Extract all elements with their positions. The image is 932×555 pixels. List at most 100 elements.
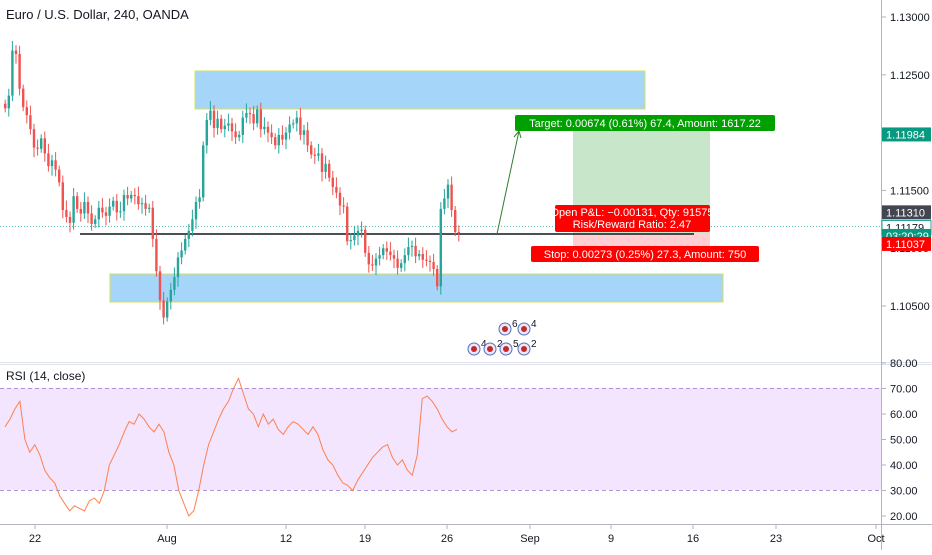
candle[interactable] — [360, 221, 363, 238]
candle[interactable] — [457, 225, 460, 242]
candle[interactable] — [299, 107, 302, 141]
candle[interactable] — [234, 123, 237, 145]
economic-event-icon[interactable]: 4 — [467, 339, 487, 356]
candle[interactable] — [302, 124, 306, 145]
candle[interactable] — [187, 224, 190, 248]
candle[interactable] — [313, 147, 316, 164]
candle[interactable] — [191, 209, 194, 237]
candle[interactable] — [61, 175, 64, 219]
candle[interactable] — [432, 253, 435, 276]
candle[interactable] — [284, 127, 288, 150]
candle[interactable] — [392, 249, 396, 269]
rsi-pane[interactable]: RSI (14, close) — [0, 369, 881, 517]
economic-event-icon[interactable]: 4 — [517, 319, 537, 336]
candle[interactable] — [364, 225, 367, 257]
candle[interactable] — [248, 107, 252, 124]
candle[interactable] — [76, 192, 79, 213]
candle[interactable] — [353, 225, 356, 246]
candle[interactable] — [166, 297, 169, 322]
candle[interactable] — [54, 152, 57, 177]
candle[interactable] — [4, 99, 7, 113]
candle[interactable] — [230, 117, 234, 142]
candle[interactable] — [266, 121, 270, 143]
candle[interactable] — [180, 242, 183, 265]
candle[interactable] — [130, 190, 133, 203]
candle[interactable] — [169, 282, 172, 310]
rsi-axis[interactable]: 80.00 70.00 60.00 50.00 40.00 30.00 20.00 — [881, 358, 918, 523]
candle[interactable] — [58, 165, 61, 187]
candle[interactable] — [7, 88, 10, 117]
candle[interactable] — [252, 105, 255, 131]
candle[interactable] — [122, 189, 126, 221]
candle[interactable] — [356, 225, 360, 246]
target-label[interactable]: Target: 0.00674 (0.61%) 67.4, Amount: 16… — [515, 115, 775, 131]
candle[interactable] — [32, 123, 36, 158]
candle[interactable] — [317, 143, 320, 162]
candle[interactable] — [216, 110, 219, 135]
rsi-label[interactable]: RSI (14, close) — [6, 369, 85, 383]
candle[interactable] — [263, 117, 266, 135]
candle[interactable] — [83, 192, 86, 219]
candle[interactable] — [396, 250, 399, 275]
pnl-label[interactable]: Open P&L: −0.00131, Qty: 91575 Risk/Rewa… — [551, 205, 714, 232]
economic-event-icon[interactable]: 5 — [499, 339, 519, 356]
candle[interactable] — [227, 113, 230, 132]
candle[interactable] — [209, 101, 212, 126]
candle[interactable] — [256, 105, 259, 128]
candle[interactable] — [241, 110, 244, 144]
candle[interactable] — [173, 267, 176, 296]
candle[interactable] — [126, 186, 129, 206]
candle[interactable] — [338, 187, 342, 216]
candle[interactable] — [205, 113, 208, 154]
candlestick-series[interactable] — [4, 40, 460, 325]
candle[interactable] — [184, 234, 187, 255]
candle[interactable] — [22, 84, 25, 112]
candle[interactable] — [245, 103, 248, 124]
candle[interactable] — [25, 100, 28, 124]
candle[interactable] — [11, 40, 14, 102]
candle[interactable] — [220, 114, 223, 134]
symbol-legend[interactable]: Euro / U.S. Dollar, 240, OANDA — [6, 7, 189, 22]
candle[interactable] — [86, 196, 90, 224]
candle[interactable] — [382, 244, 385, 260]
candle[interactable] — [407, 237, 410, 261]
candle[interactable] — [306, 122, 309, 153]
rsi-line[interactable] — [4, 376, 458, 517]
time-axis[interactable]: 22 Aug 12 19 26 Sep 9 16 23 Oct — [29, 524, 885, 545]
candle[interactable] — [328, 159, 331, 182]
candle[interactable] — [115, 193, 118, 221]
candle[interactable] — [454, 206, 457, 237]
candle[interactable] — [133, 188, 136, 205]
candle[interactable] — [148, 203, 151, 213]
candle[interactable] — [112, 196, 115, 211]
candle[interactable] — [162, 292, 165, 325]
candle[interactable] — [151, 200, 154, 248]
candle[interactable] — [428, 255, 432, 272]
candle[interactable] — [418, 249, 421, 261]
stop-label[interactable]: Stop: 0.00273 (0.25%) 27.3, Amount: 750 — [531, 246, 759, 262]
candle[interactable] — [346, 202, 349, 246]
candle[interactable] — [443, 188, 446, 215]
candle[interactable] — [374, 253, 378, 276]
candle[interactable] — [36, 139, 39, 156]
candle[interactable] — [389, 242, 392, 261]
candle[interactable] — [439, 202, 442, 295]
candle[interactable] — [47, 143, 50, 172]
candle[interactable] — [140, 197, 144, 214]
candle[interactable] — [238, 130, 241, 142]
candle[interactable] — [295, 110, 298, 132]
candle[interactable] — [414, 237, 417, 264]
candle[interactable] — [194, 196, 198, 229]
candle[interactable] — [18, 45, 21, 96]
candle[interactable] — [101, 198, 104, 218]
candle[interactable] — [97, 200, 100, 228]
candle[interactable] — [400, 259, 403, 272]
economic-event-icon[interactable]: 2 — [517, 339, 537, 356]
candle[interactable] — [202, 141, 205, 202]
stop-zone[interactable] — [573, 233, 710, 246]
candle[interactable] — [450, 176, 453, 217]
support-zone[interactable] — [109, 273, 724, 303]
candle[interactable] — [14, 45, 18, 64]
candle[interactable] — [331, 170, 334, 196]
